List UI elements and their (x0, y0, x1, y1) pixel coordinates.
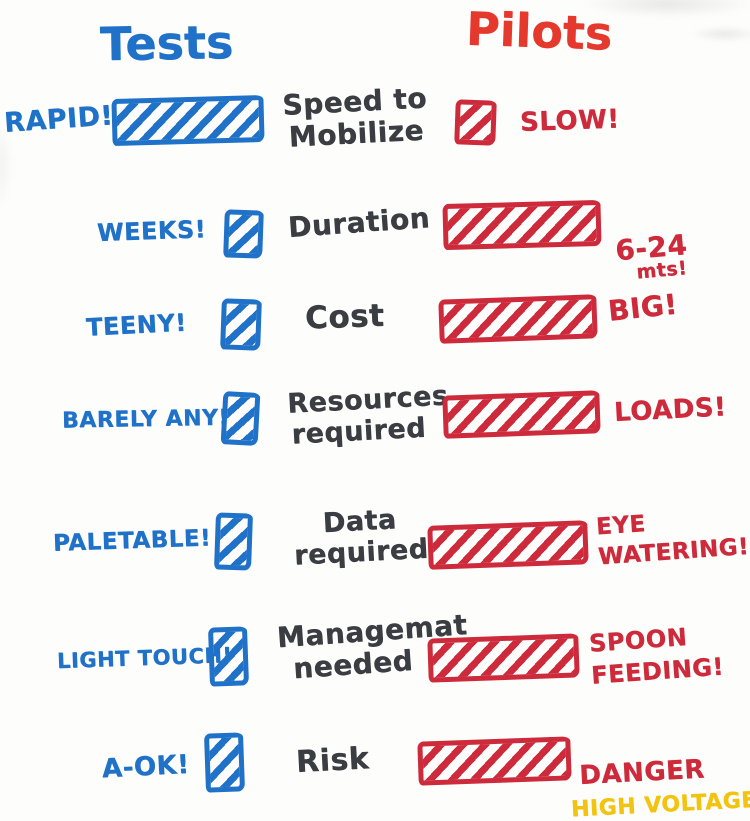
pilots-bar-cost (438, 294, 598, 344)
tests-value-label: PALETABLE! (52, 525, 212, 557)
tests-bar-risk (203, 732, 246, 793)
tests-value-label: TEENY! (85, 308, 188, 342)
tests-value-label: RAPID! (3, 100, 115, 139)
tests-bar-speed-to-mobilize (111, 95, 265, 146)
criterion-label: Cost (304, 297, 385, 337)
pilots-value-label: SPOON FEEDING! (588, 622, 725, 690)
pilots-bar-duration (442, 199, 602, 251)
criterion-label: Data required (293, 504, 430, 572)
scan-smudge (0, 120, 14, 210)
pilots-bar-risk (417, 736, 572, 786)
tests-value-label: BARELY ANY! (61, 405, 230, 434)
scan-smudge (580, 0, 750, 18)
pilots-value-label: EYE WATERING! (595, 510, 750, 571)
tests-value-label: LIGHT TOUCH! (56, 642, 233, 674)
scan-smudge (690, 26, 750, 42)
criterion-label: Risk (295, 741, 371, 780)
pilots-value-label: BIG! (606, 287, 679, 328)
tests-bar-cost (220, 298, 262, 351)
high-voltage-label: HIGH VOLTAGE! (570, 786, 750, 821)
pilots-bar-speed-to-mobilize (454, 99, 497, 146)
criterion-label: Managemat needed (275, 607, 469, 686)
tests-bar-data (214, 512, 253, 571)
tests-bar-management (207, 626, 250, 687)
pilots-bar-data (427, 520, 589, 570)
tests-value-label: A-OK! (101, 749, 191, 785)
pilots-value-label: DANGER HIGH VOLTAGE! (570, 722, 750, 821)
tests-bar-resources (220, 391, 261, 446)
danger-label: DANGER (578, 754, 706, 791)
tests-value-label: WEEKS! (96, 215, 207, 247)
pilots-bar-management (427, 633, 580, 683)
pilots-column-header: Pilots (465, 1, 614, 61)
criterion-label: Resources required (286, 380, 450, 451)
pilots-value-label: LOADS! (613, 392, 728, 428)
criterion-label: Speed to Mobilize (281, 81, 428, 154)
pilots-bar-resources (442, 390, 601, 439)
pilots-value-label: SLOW! (519, 104, 620, 138)
tests-column-header: Tests (99, 14, 234, 72)
tests-bar-duration (223, 209, 264, 259)
criterion-label: Duration (286, 201, 431, 244)
